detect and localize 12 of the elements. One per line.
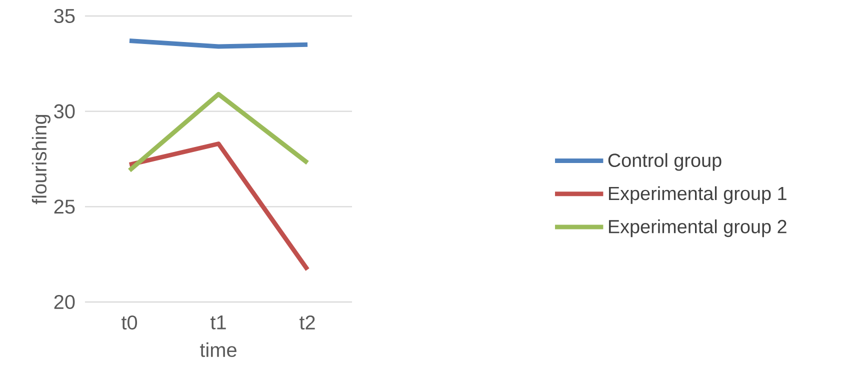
x-tick-label: t1 <box>210 315 226 330</box>
legend-label: Experimental group 2 <box>608 219 786 238</box>
x-tick-label: t0 <box>121 315 138 330</box>
x-axis-title: time <box>200 342 236 358</box>
y-tick-label: 25 <box>54 200 75 214</box>
x-tick-label: t2 <box>299 315 315 330</box>
legend-label: Experimental group 1 <box>608 186 786 204</box>
y-tick-label: 20 <box>54 294 75 310</box>
y-tick-label: 35 <box>54 8 75 24</box>
legend-label: Control group <box>608 153 722 171</box>
y-axis-title: flourishing <box>32 114 50 204</box>
y-tick-label: 30 <box>54 104 75 118</box>
